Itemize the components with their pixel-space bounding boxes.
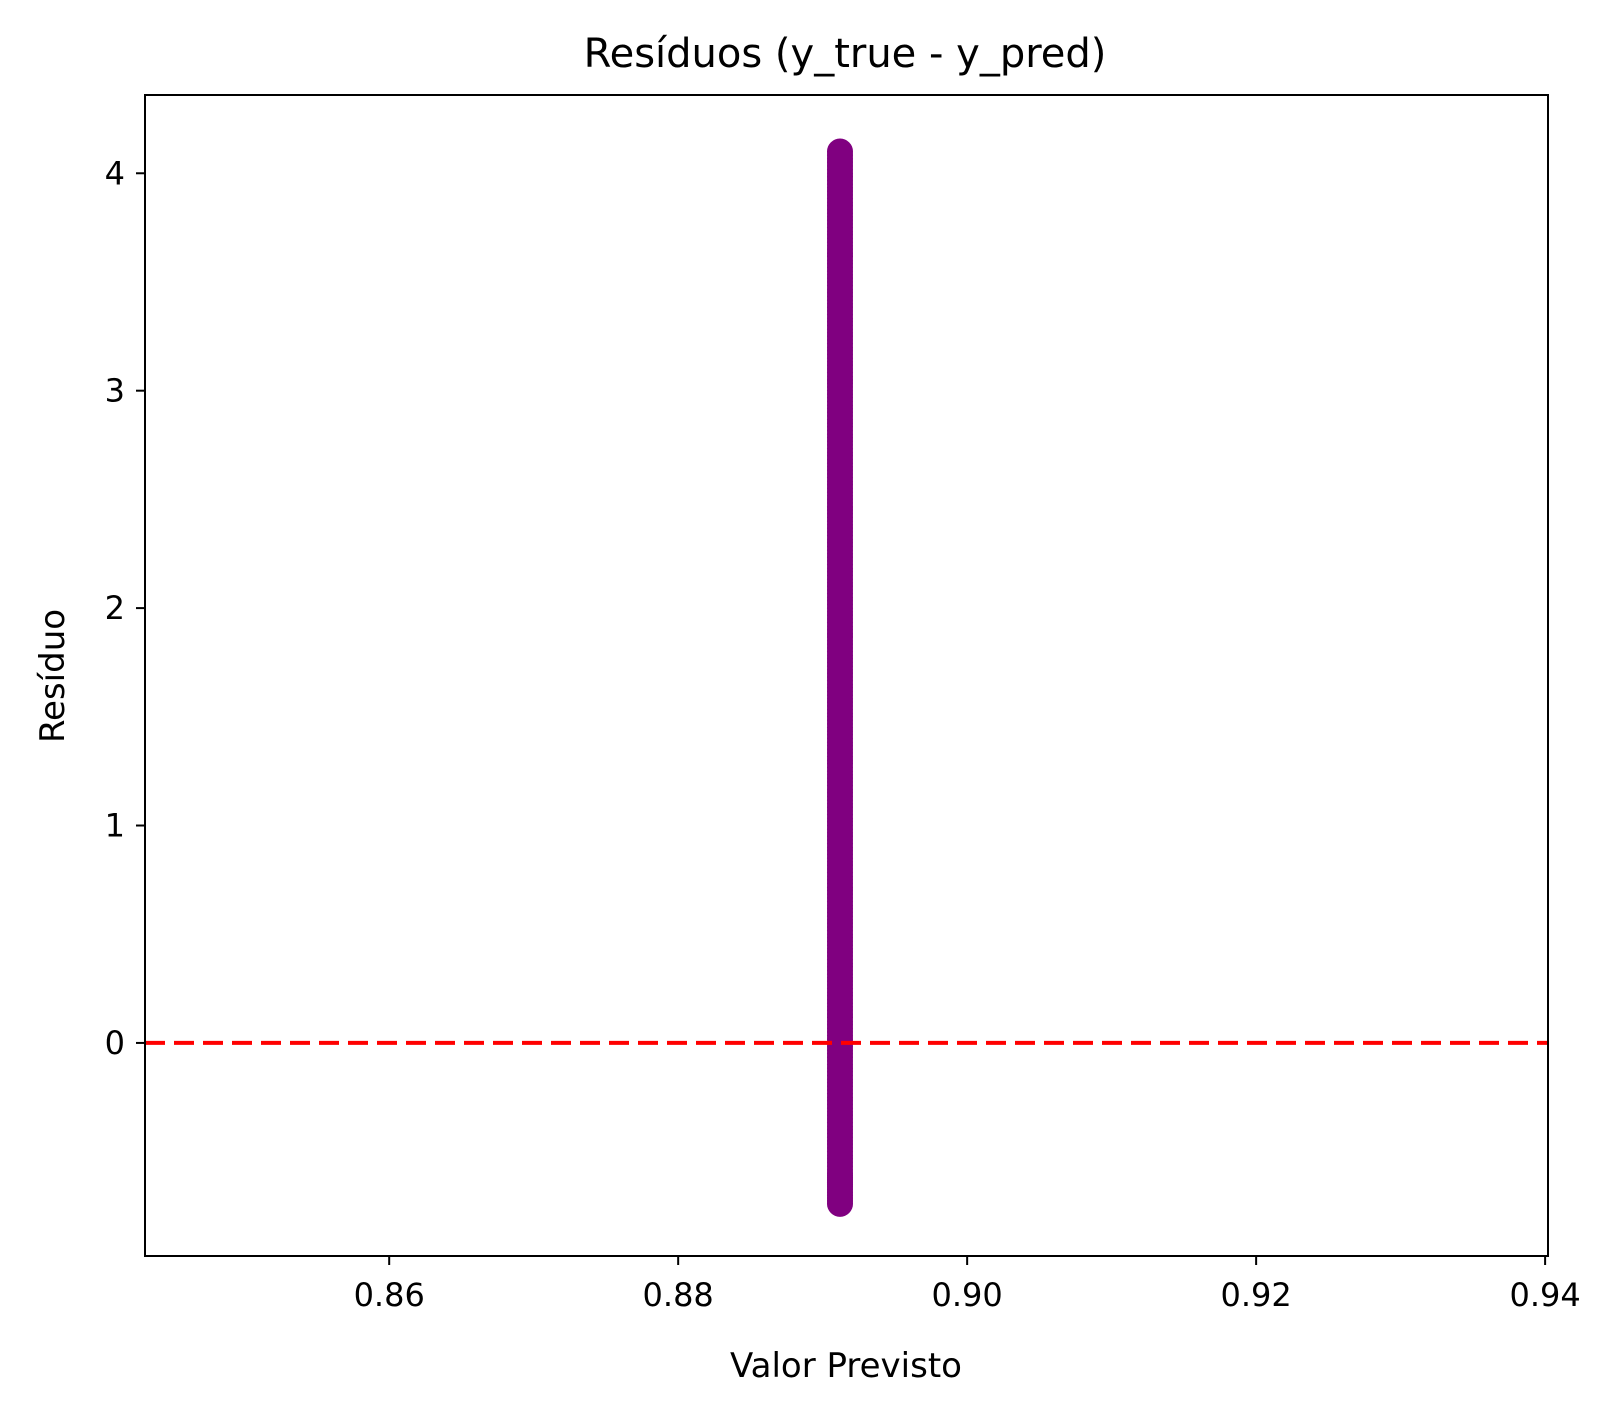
x-tick-label: 0.94 [1509, 1276, 1580, 1314]
data-point [826, 138, 853, 165]
x-tick-label: 0.90 [932, 1276, 1003, 1314]
x-axis-label: Valor Previsto [730, 1346, 962, 1386]
y-tick-label: 1 [105, 807, 125, 845]
y-axis-ticks: 0 1 2 3 4 [105, 154, 145, 1062]
chart-title: Resíduos (y_true - y_pred) [584, 31, 1107, 77]
x-axis-ticks: 0.86 0.88 0.90 0.92 0.94 [354, 1256, 1581, 1314]
y-tick-label: 2 [105, 589, 125, 627]
y-axis-label: Resíduo [33, 609, 73, 743]
x-tick-label: 0.88 [643, 1276, 714, 1314]
plot-frame [144, 94, 1549, 1257]
x-tick-label: 0.86 [354, 1276, 425, 1314]
y-tick-label: 3 [105, 372, 125, 410]
y-tick-label: 4 [105, 154, 125, 192]
points-group [826, 138, 853, 1217]
y-tick-label: 0 [105, 1024, 125, 1062]
x-tick-label: 0.92 [1221, 1276, 1292, 1314]
